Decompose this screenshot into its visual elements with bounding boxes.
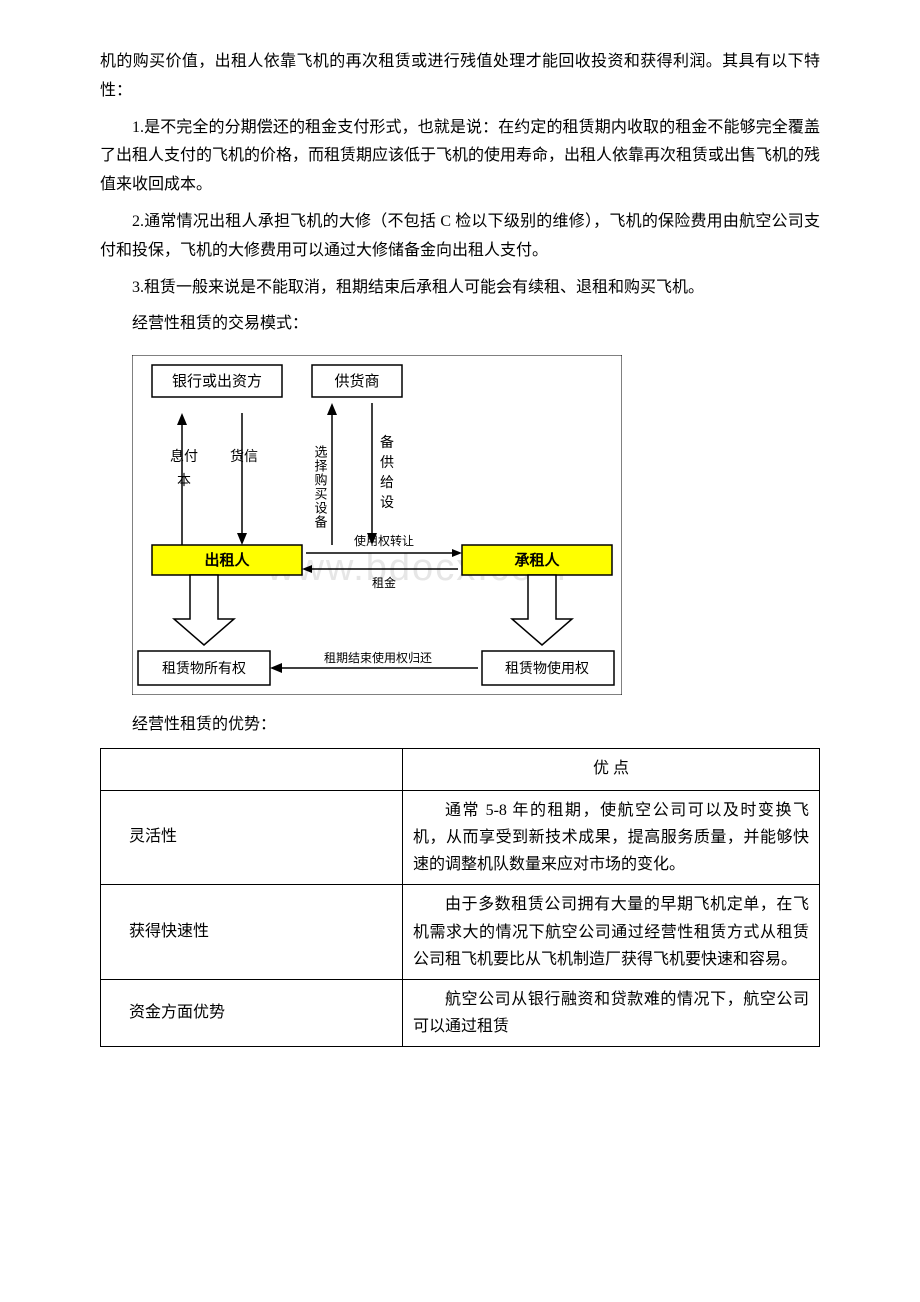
paragraph-advantage-title: 经营性租赁的优势： xyxy=(100,711,820,740)
node-user: 租赁物使用权 xyxy=(505,660,589,677)
label-provide-c: 给 xyxy=(380,475,394,491)
table-desc: 由于多数租赁公司拥有大量的早期飞机定单，在飞机需求大的情况下航空公司通过经营性租… xyxy=(402,885,819,980)
advantages-table: 优 点 灵活性 通常 5-8 年的租期，使航空公司可以及时变换飞机，从而享受到新… xyxy=(100,748,820,1047)
node-owner: 租赁物所有权 xyxy=(162,661,246,677)
node-supplier: 供货商 xyxy=(334,373,379,390)
table-header-adv: 优 点 xyxy=(402,748,819,790)
paragraph-2: 2.通常情况出租人承担飞机的大修（不包括 C 检以下级别的维修），飞机的保险费用… xyxy=(100,208,820,266)
node-lessor: 出租人 xyxy=(204,551,250,569)
paragraph-model-title: 经营性租赁的交易模式： xyxy=(100,310,820,339)
table-row: 灵活性 通常 5-8 年的租期，使航空公司可以及时变换飞机，从而享受到新技术成果… xyxy=(101,790,820,885)
label-interest: 息付 xyxy=(170,448,198,465)
table-attr: 获得快速性 xyxy=(101,885,403,980)
label-provide-d: 设 xyxy=(380,495,394,511)
node-bank: 银行或出资方 xyxy=(172,373,262,390)
label-provide-b: 供 xyxy=(380,455,394,471)
paragraph-1: 1.是不完全的分期偿还的租金支付形式，也就是说：在约定的租赁期内收取的租金不能够… xyxy=(100,114,820,200)
label-provide-a: 备 xyxy=(380,434,394,451)
label-select: 选择购买设备 xyxy=(313,445,328,529)
table-row: 优 点 xyxy=(101,748,820,790)
transaction-diagram: www.bdocx.com 银行或出资方 供货商 息付 本 货信 选择购买设备 … xyxy=(132,355,622,695)
label-transfer: 使用权转让 xyxy=(354,533,414,548)
paragraph-3: 3.租赁一般来说是不能取消，租期结束后承租人可能会有续租、退租和购买飞机。 xyxy=(100,274,820,303)
table-desc: 通常 5-8 年的租期，使航空公司可以及时变换飞机，从而享受到新技术成果，提高服… xyxy=(402,790,819,885)
label-return: 租期结束使用权归还 xyxy=(324,650,432,665)
paragraph-intro: 机的购买价值，出租人依靠飞机的再次租赁或进行残值处理才能回收投资和获得利润。其具… xyxy=(100,48,820,106)
table-attr: 灵活性 xyxy=(101,790,403,885)
table-attr: 资金方面优势 xyxy=(101,979,403,1046)
table-header-empty xyxy=(101,748,403,790)
table-desc: 航空公司从银行融资和贷款难的情况下，航空公司可以通过租赁 xyxy=(402,979,819,1046)
table-row: 资金方面优势 航空公司从银行融资和贷款难的情况下，航空公司可以通过租赁 xyxy=(101,979,820,1046)
node-lessee: 承租人 xyxy=(514,551,560,569)
label-principal: 本 xyxy=(177,473,191,489)
table-row: 获得快速性 由于多数租赁公司拥有大量的早期飞机定单，在飞机需求大的情况下航空公司… xyxy=(101,885,820,980)
label-credit: 货信 xyxy=(230,448,258,465)
label-rent: 租金 xyxy=(372,575,396,590)
